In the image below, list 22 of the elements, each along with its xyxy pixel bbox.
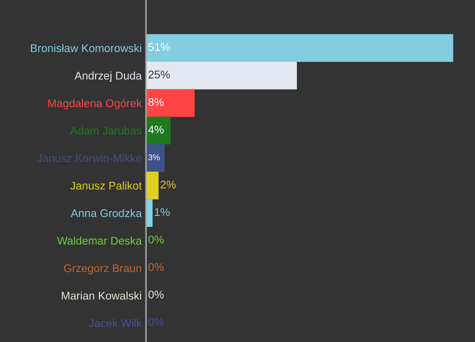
data-label: 8%	[148, 98, 164, 106]
y-tick-label: Andrzej Duda	[74, 71, 142, 82]
data-label: 25%	[148, 70, 170, 78]
data-label: 0%	[148, 236, 164, 244]
data-label: 1%	[154, 208, 170, 216]
data-label: 4%	[148, 126, 164, 134]
y-tick-label: Bronisław Komorowski	[30, 44, 142, 52]
data-label: 0%	[148, 263, 164, 271]
data-label: 0%	[148, 318, 164, 326]
data-label: 51%	[148, 43, 170, 51]
y-tick-label: Waldemar Deska	[57, 236, 142, 245]
data-label: 3%	[148, 154, 160, 160]
y-tick-label: Grzegorz Braun	[64, 264, 142, 274]
data-label: 0%	[148, 290, 164, 299]
y-tick-label: Adam Jarubas	[70, 126, 142, 135]
y-tick-label: Marian Kowalski	[62, 291, 142, 300]
y-tick-label: Magdalena Ogórek	[48, 98, 142, 110]
y-tick-label: Janusz Palikot	[70, 181, 142, 190]
data-label: 2%	[160, 180, 176, 188]
y-tick-label: Anna Grodzka	[70, 208, 142, 218]
y-tick-label: Janusz Korwin-Mikke	[37, 154, 142, 162]
y-tick-label: Jacek Wilk	[88, 318, 142, 328]
